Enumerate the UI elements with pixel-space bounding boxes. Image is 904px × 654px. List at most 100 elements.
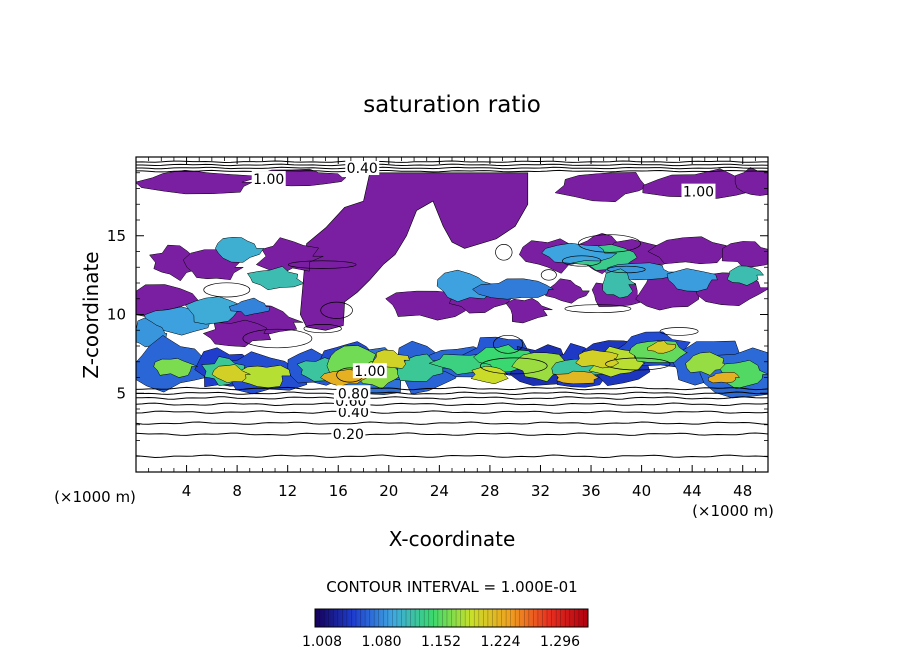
x-tick-label: 24	[430, 482, 449, 500]
x-unit-label-left: (×1000 m)	[54, 488, 136, 506]
x-tick-label: 8	[232, 482, 242, 500]
mid-cloud-patch	[666, 268, 718, 292]
colorbar-tick-labels: 1.008 1.080 1.152 1.224 1.296	[302, 634, 580, 650]
contour-label-background	[345, 160, 380, 176]
mid-cloud-patch	[602, 268, 637, 299]
low-cloud-core	[647, 340, 677, 354]
mid-cloud-patch	[215, 237, 265, 263]
y-tick-label: 5	[116, 384, 126, 402]
x-tick-label: 32	[531, 482, 550, 500]
top-saturation-patch	[734, 167, 768, 196]
contour-label-background	[681, 183, 716, 199]
contour-loop	[480, 357, 548, 375]
x-tick-label: 36	[581, 482, 600, 500]
top-saturation-patch	[642, 168, 763, 199]
contour-line-top	[136, 166, 768, 170]
mid-saturation-patch	[647, 236, 736, 265]
top-saturation-patch	[136, 169, 262, 195]
x-tick-label: 4	[182, 482, 192, 500]
mid-saturation-patch	[255, 237, 324, 276]
contour-loop	[492, 334, 524, 354]
contour-line	[136, 391, 768, 396]
contour-loop	[287, 260, 357, 269]
mid-cloud-patch	[246, 266, 305, 291]
mid-saturation-patch	[721, 241, 768, 268]
contour-loop	[564, 304, 632, 314]
contour-line	[136, 432, 768, 436]
contour-loop	[606, 265, 646, 274]
low-cloud-core	[708, 372, 741, 384]
colorbar-tick-label: 1.224	[480, 634, 520, 650]
colorbar: 1.008 1.080 1.152 1.224 1.296	[302, 608, 589, 650]
x-tick-label: 28	[480, 482, 499, 500]
x-unit-label-right: (×1000 m)	[692, 502, 774, 520]
low-cloud-core	[575, 349, 620, 369]
x-tick-label: 12	[278, 482, 297, 500]
contour-line	[136, 454, 768, 459]
low-cloud-mid	[153, 358, 198, 378]
contour-loop	[578, 234, 641, 253]
mid-cloud-patch	[184, 296, 241, 325]
chart-title: saturation ratio	[363, 92, 541, 118]
low-cloud-core	[555, 370, 600, 385]
x-tick-label: 48	[733, 482, 752, 500]
saturation-field	[136, 167, 768, 399]
y-tick-label: 10	[107, 306, 126, 324]
colorbar-frame	[314, 608, 589, 628]
colorbar-tick-label: 1.296	[540, 634, 580, 650]
contour-loop	[242, 328, 313, 349]
contour-label: 0.40	[338, 405, 369, 421]
colorbar-tick-label: 1.008	[302, 634, 342, 650]
contour-label: 1.00	[354, 364, 385, 380]
mid-saturation-patch	[136, 284, 200, 317]
contour-lines	[136, 160, 768, 459]
contour-label: 0.80	[338, 386, 369, 402]
y-axis-label: Z-coordinate	[79, 251, 103, 378]
contour-line	[136, 421, 768, 425]
contour-label: 0.20	[333, 427, 364, 443]
contour-loop	[659, 327, 699, 336]
top-saturation-patch	[554, 172, 650, 203]
contour-loop	[303, 324, 342, 334]
contour-label-background	[352, 363, 387, 379]
x-tick-label: 44	[683, 482, 702, 500]
colorbar-tick-label: 1.152	[421, 634, 461, 650]
contour-label-background	[336, 385, 371, 401]
mid-saturation-patch	[202, 319, 272, 347]
mid-cloud-patch	[726, 265, 765, 286]
contour-loop	[605, 357, 671, 371]
contour-label: 1.00	[253, 172, 284, 188]
mid-saturation-patch	[505, 298, 553, 324]
contour-loop	[540, 269, 557, 281]
contour-line	[136, 396, 768, 400]
mid-cloud-patch	[228, 297, 271, 317]
contour-line	[136, 386, 768, 391]
plot-area: 0.200.400.600.801.001.000.401.00	[136, 157, 768, 472]
contour-loop	[203, 282, 251, 298]
contour-line-top	[136, 163, 768, 167]
low-cloud-core	[470, 365, 509, 385]
contour-interval-text: CONTOUR INTERVAL = 1.000E-01	[326, 578, 577, 596]
mid-cloud-patch	[472, 278, 555, 300]
contour-labels: 0.200.400.600.801.001.000.401.00	[251, 160, 716, 443]
x-tick-label: 16	[329, 482, 348, 500]
colorbar-divisions	[319, 609, 584, 627]
colorbar-tick-label: 1.080	[361, 634, 401, 650]
x-tick-label: 40	[632, 482, 651, 500]
contour-label-background	[251, 171, 286, 187]
contour-label: 0.40	[347, 161, 378, 177]
x-tick-label: 20	[379, 482, 398, 500]
contour-line	[136, 410, 768, 414]
x-axis-label: X-coordinate	[389, 527, 516, 551]
upper-saturation-region	[299, 172, 529, 331]
y-tick-label: 15	[107, 227, 126, 245]
contour-loop	[320, 301, 353, 319]
contour-line	[136, 402, 768, 407]
contour-loop	[495, 244, 513, 261]
contour-label-background	[331, 426, 366, 442]
contour-line-top	[136, 169, 768, 173]
low-cloud-core	[211, 364, 251, 383]
contour-label: 1.00	[683, 185, 714, 201]
